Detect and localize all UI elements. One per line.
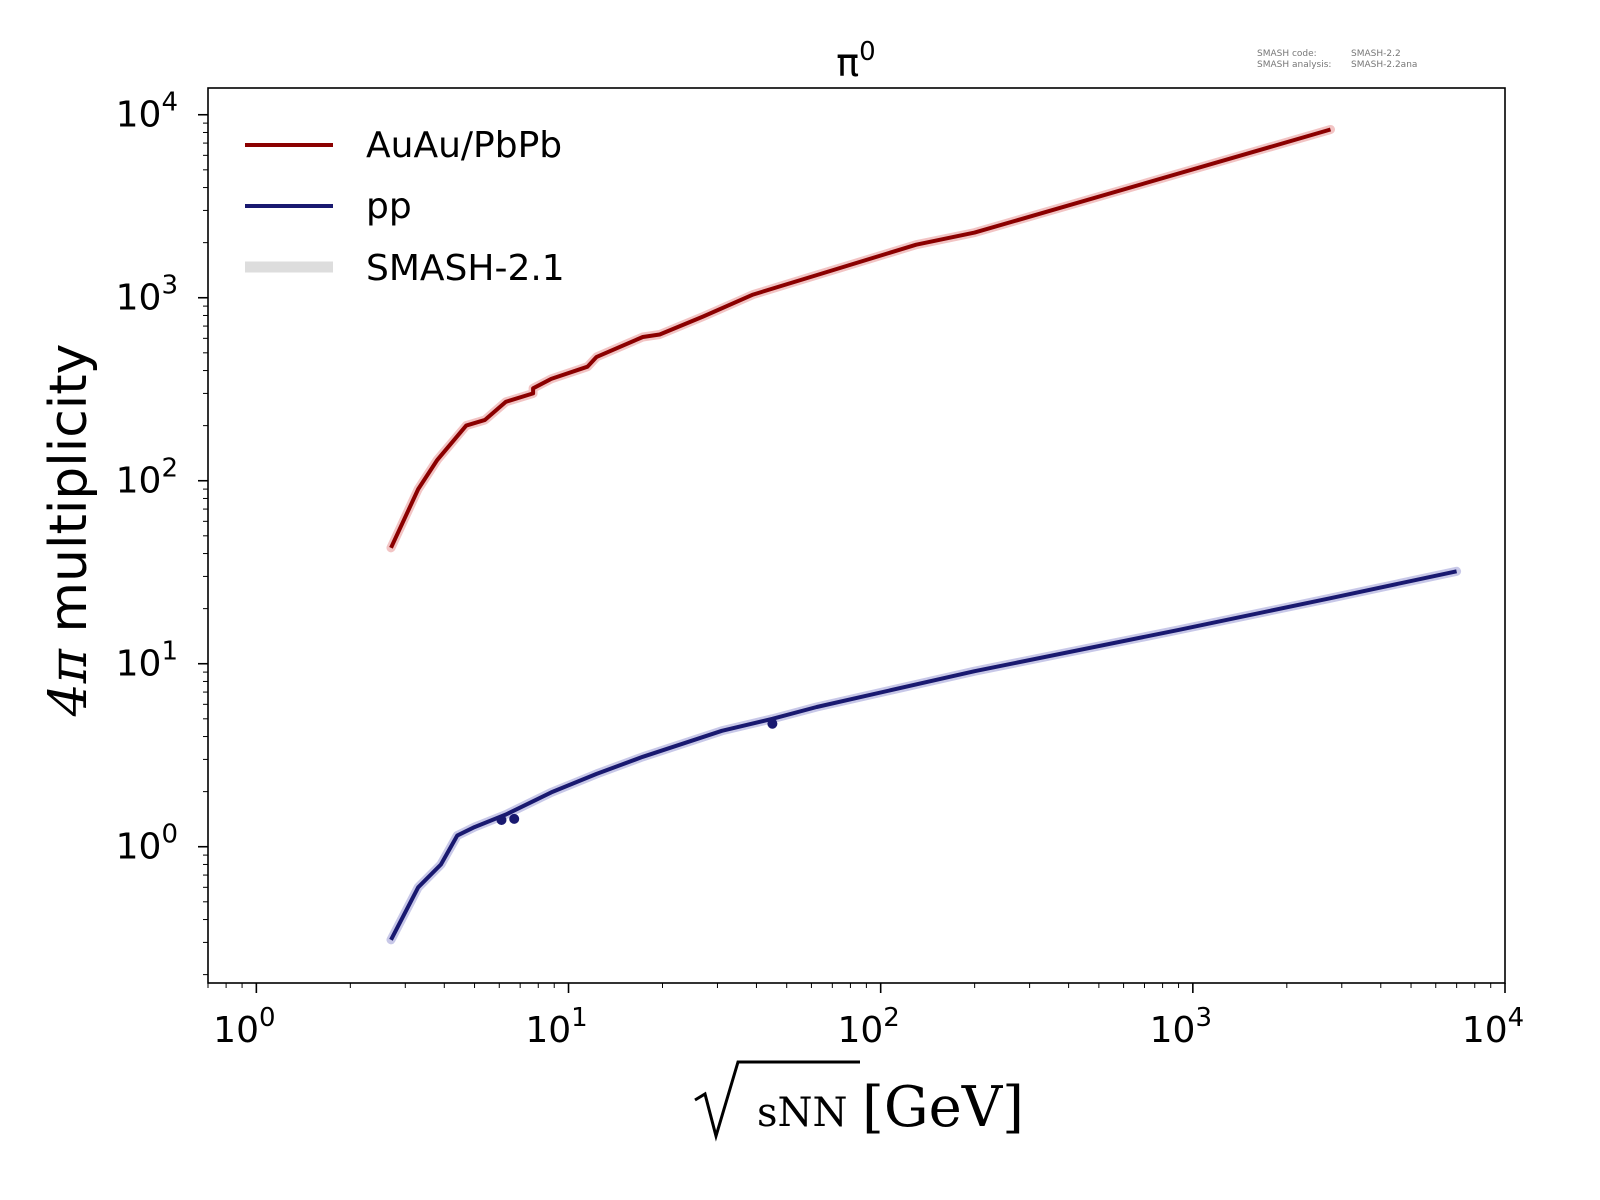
x-tick-label: 100 (213, 1003, 275, 1051)
legend-label-auau: AuAu/PbPb (366, 125, 562, 166)
series-line-pp (389, 569, 1458, 941)
x-tick-label: 101 (525, 1003, 587, 1051)
chart-title: π0 (836, 37, 875, 85)
y-axis-label-pi: 4π (39, 648, 99, 717)
chart-title-sup: 0 (859, 37, 876, 67)
x-axis-label-sub: sNN (757, 1090, 848, 1136)
data-point (509, 813, 520, 824)
band-pp (386, 566, 1462, 945)
annotation-code-value: SMASH-2.2 (1351, 49, 1401, 59)
chart-title-base: π (836, 41, 859, 85)
x-axis-label-unit: [GeV] (862, 1075, 1024, 1140)
y-tick-label: 104 (116, 88, 178, 136)
y-tick-label: 100 (116, 820, 178, 868)
y-tick-label: 102 (116, 454, 178, 502)
annotation-code-key: SMASH code: (1257, 49, 1317, 59)
legend: AuAu/PbPb pp SMASH-2.1 (245, 125, 565, 289)
data-point (496, 815, 507, 825)
y-axis-ticks: 100 101 102 103 104 (116, 88, 208, 976)
smash-version-annotation: SMASH code: SMASH-2.2 SMASH analysis: SM… (1257, 49, 1417, 70)
series-line-auau-pbpb (389, 127, 1332, 549)
annotation-analysis-key: SMASH analysis: (1257, 60, 1331, 70)
annotation-analysis-value: SMASH-2.2ana (1351, 60, 1417, 70)
x-tick-label: 103 (1150, 1003, 1212, 1051)
y-tick-label: 103 (116, 271, 178, 319)
y-tick-label: 101 (116, 637, 178, 685)
legend-label-pp: pp (366, 186, 412, 227)
sqrt-symbol (694, 1060, 860, 1142)
x-tick-label: 104 (1462, 1003, 1524, 1051)
x-tick-label: 102 (837, 1003, 899, 1051)
x-axis-ticks: 100 101 102 103 104 (207, 983, 1524, 1051)
data-points (496, 718, 778, 825)
x-axis-label: sNN [GeV] (694, 1060, 1024, 1142)
data-point (767, 718, 778, 729)
series-lines (389, 127, 1458, 941)
y-axis-label-rest: multiplicity (39, 344, 99, 650)
legend-label-smash: SMASH-2.1 (366, 248, 565, 289)
band-auau-pbpb (386, 125, 1335, 553)
y-axis-label: 4π multiplicity (39, 344, 99, 718)
